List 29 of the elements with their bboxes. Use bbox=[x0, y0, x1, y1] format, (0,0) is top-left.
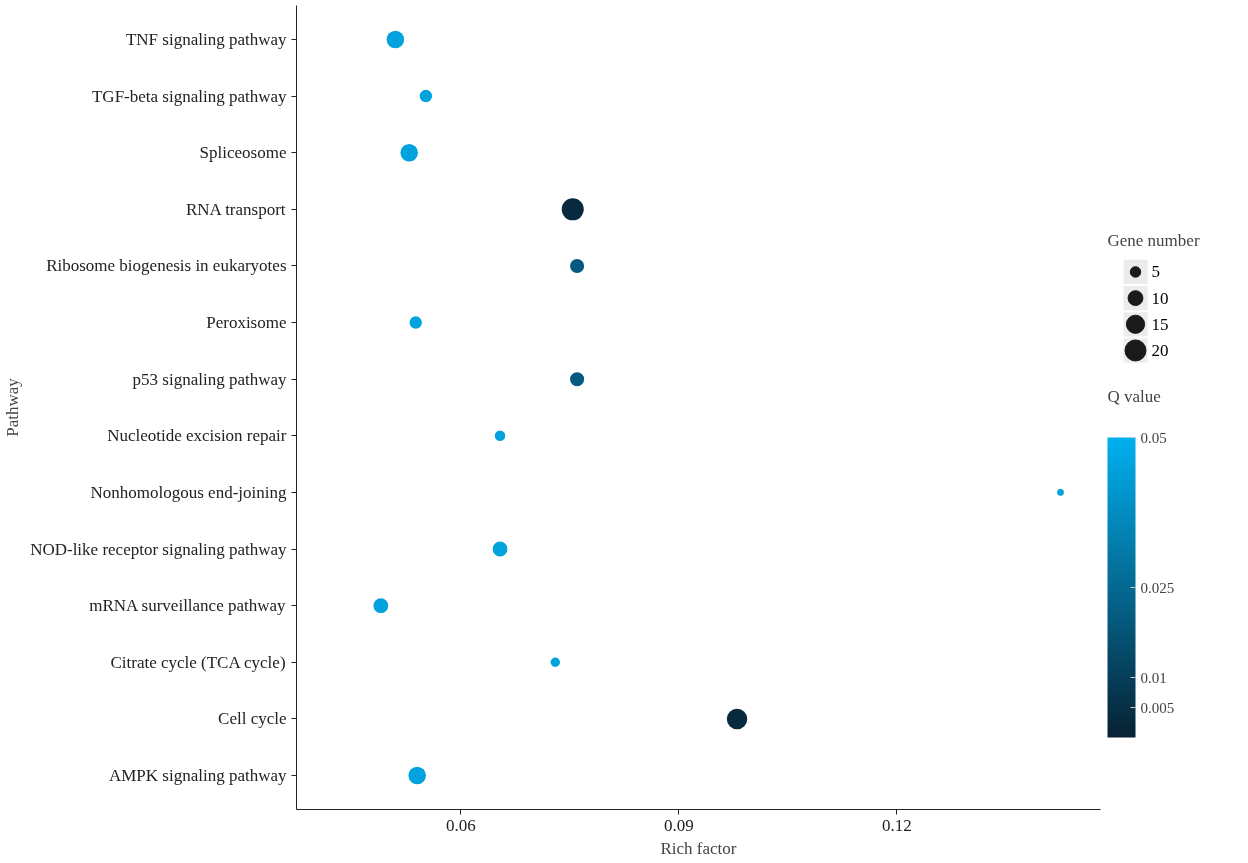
y-tick-label: AMPK signaling pathway bbox=[108, 766, 287, 786]
y-tick-label: p53 signaling pathway bbox=[132, 369, 287, 389]
x-tick-label: 0.12 bbox=[882, 815, 912, 835]
x-axis-title: Rich factor bbox=[660, 838, 737, 858]
color-bar-label: 0.01 bbox=[1140, 669, 1167, 686]
y-tick-label: Nucleotide excision repair bbox=[107, 426, 287, 446]
y-tick-label: mRNA surveillance pathway bbox=[89, 596, 287, 616]
color-bar-label: 0.05 bbox=[1140, 429, 1167, 446]
y-tick-label: NOD-like receptor signaling pathway bbox=[30, 539, 287, 559]
y-tick-label: Citrate cycle (TCA cycle) bbox=[110, 652, 286, 672]
x-tick-label: 0.09 bbox=[664, 815, 694, 835]
y-tick-label: RNA transport bbox=[185, 199, 286, 219]
color-bar-label: 0.005 bbox=[1140, 699, 1175, 716]
legend-label: 10 bbox=[1151, 288, 1169, 308]
color-bar-title: Q value bbox=[1107, 386, 1161, 406]
y-tick-label: TGF-beta signaling pathway bbox=[91, 86, 287, 106]
y-axis-title: Pathway bbox=[3, 377, 23, 437]
y-tick-label: Spliceosome bbox=[199, 143, 287, 163]
legend-label: 5 bbox=[1151, 262, 1160, 282]
y-tick-label: Ribosome biogenesis in eukaryotes bbox=[46, 256, 287, 276]
x-tick-label: 0.06 bbox=[445, 815, 476, 835]
y-tick-label: TNF signaling pathway bbox=[125, 29, 287, 49]
legend-title: Gene number bbox=[1107, 231, 1200, 251]
color-bar-label: 0.025 bbox=[1140, 579, 1175, 596]
y-tick-label: Cell cycle bbox=[218, 709, 287, 729]
y-tick-label: Nonhomologous end-joining bbox=[90, 482, 287, 502]
legend-label: 20 bbox=[1151, 340, 1169, 360]
y-tick-label: Peroxisome bbox=[206, 313, 287, 333]
legend-label: 15 bbox=[1151, 314, 1169, 334]
